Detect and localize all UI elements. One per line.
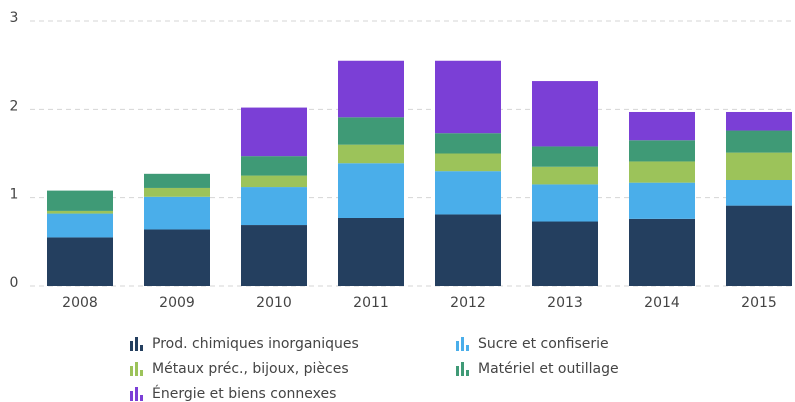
legend-label: Métaux préc., bijoux, pièces bbox=[152, 361, 349, 377]
legend-label: Prod. chimiques inorganiques bbox=[152, 336, 359, 352]
x-tick-label: 2012 bbox=[450, 295, 486, 311]
legend-icon bbox=[135, 337, 138, 351]
bar-segment bbox=[435, 153, 501, 172]
legend-icon bbox=[135, 362, 138, 376]
x-tick-label: 2013 bbox=[547, 295, 583, 311]
bar-segment bbox=[435, 214, 501, 286]
legend-label: Matériel et outillage bbox=[478, 361, 619, 377]
legend-icon bbox=[456, 366, 459, 376]
bar-segment bbox=[435, 60, 501, 134]
bar-segment bbox=[629, 111, 695, 141]
x-tick-label: 2011 bbox=[353, 295, 389, 311]
bar-segment bbox=[241, 107, 307, 157]
x-tick-label: 2010 bbox=[256, 295, 292, 311]
legend-icon bbox=[461, 362, 464, 376]
legend-icon bbox=[456, 341, 459, 351]
bar-segment bbox=[726, 180, 792, 206]
legend-label: Énergie et biens connexes bbox=[152, 385, 336, 402]
legend-icon bbox=[140, 370, 143, 376]
legend-icon bbox=[140, 395, 143, 401]
legend-icon bbox=[466, 345, 469, 351]
x-tick-label: 2015 bbox=[741, 295, 777, 311]
legend-icon bbox=[130, 391, 133, 401]
legend-label: Sucre et confiserie bbox=[478, 336, 609, 352]
bar-segment bbox=[144, 196, 210, 230]
bar-segment bbox=[629, 182, 695, 219]
bar-segment bbox=[338, 217, 404, 286]
bar-segment bbox=[435, 133, 501, 154]
bar-segment bbox=[726, 130, 792, 153]
bar-segment bbox=[47, 213, 113, 238]
bar-segment bbox=[338, 163, 404, 218]
bar-segment bbox=[629, 161, 695, 183]
bar-segment bbox=[726, 205, 792, 286]
y-tick-label: 1 bbox=[10, 187, 19, 203]
bar-segment bbox=[726, 152, 792, 180]
y-tick-label: 3 bbox=[10, 10, 19, 26]
bar-segment bbox=[629, 218, 695, 286]
bar-segment bbox=[435, 171, 501, 215]
bar-segment bbox=[47, 190, 113, 211]
bar-segment bbox=[629, 140, 695, 162]
x-tick-label: 2008 bbox=[62, 295, 98, 311]
y-tick-label: 0 bbox=[10, 275, 19, 291]
bar-segment bbox=[241, 156, 307, 176]
bar-segment bbox=[47, 210, 113, 214]
legend-icon bbox=[466, 370, 469, 376]
bar-segment bbox=[532, 166, 598, 185]
x-tick-label: 2009 bbox=[159, 295, 195, 311]
bar-segment bbox=[338, 144, 404, 164]
legend-icon bbox=[135, 387, 138, 401]
legend-icon bbox=[130, 366, 133, 376]
bar-segment bbox=[241, 225, 307, 286]
bar-segment bbox=[144, 173, 210, 188]
y-tick-label: 2 bbox=[10, 98, 19, 114]
bar-segment bbox=[47, 237, 113, 286]
bar-segment bbox=[241, 175, 307, 188]
bar-segment bbox=[532, 184, 598, 222]
bar-segment bbox=[532, 81, 598, 147]
bar-segment bbox=[144, 229, 210, 286]
bar-segment bbox=[338, 117, 404, 145]
legend-icon bbox=[130, 341, 133, 351]
bar-segment bbox=[532, 146, 598, 167]
bar-segment bbox=[726, 111, 792, 131]
bar-segment bbox=[241, 187, 307, 226]
x-tick-label: 2014 bbox=[644, 295, 680, 311]
legend-icon bbox=[461, 337, 464, 351]
bar-segment bbox=[532, 221, 598, 286]
bar-segment bbox=[144, 187, 210, 197]
bar-segment bbox=[338, 60, 404, 118]
legend-icon bbox=[140, 345, 143, 351]
